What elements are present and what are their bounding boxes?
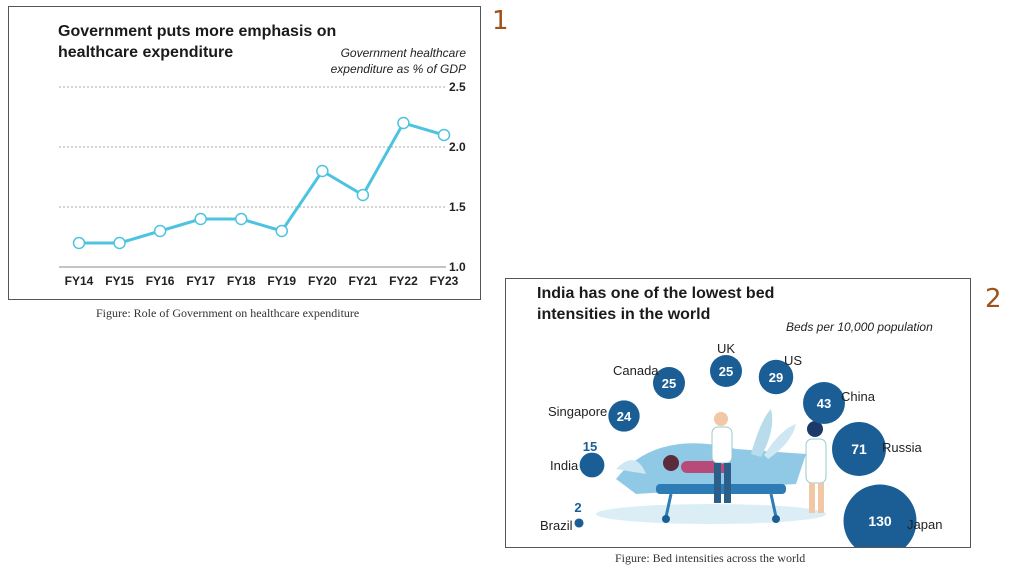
x-tick-label: FY16: [146, 274, 175, 288]
data-point: [72, 236, 86, 250]
y-tick-label: 2.0: [449, 140, 466, 154]
bubble-us: [758, 359, 794, 395]
country-label-china: China: [841, 389, 876, 404]
country-label-us: US: [784, 353, 802, 368]
figure1-caption: Figure: Role of Government on healthcare…: [96, 306, 360, 320]
bubble-canada: [653, 367, 685, 399]
bubble-japan: [843, 484, 917, 547]
bubble-value-us: 29: [769, 370, 783, 385]
country-label-brazil: Brazil: [540, 518, 573, 533]
slide-number-2: 2: [985, 284, 1002, 314]
line-chart-svg: 1.0 1.5 2.0 2.5 FY14 FY15 FY16 FY17 FY18 FY19 FY20…: [59, 80, 466, 288]
healthcare-expenditure-chart: Government puts more emphasis on healthc…: [8, 6, 481, 300]
data-point: [194, 212, 207, 226]
chart-unit-note: Beds per 10,000 population: [786, 320, 933, 334]
bed-intensity-chart: India has one of the lowest bed intensit…: [505, 278, 971, 548]
x-tick-label: FY17: [186, 274, 215, 288]
y-tick-label: 1.5: [449, 200, 466, 214]
bubble-brazil: [574, 518, 584, 528]
bubble-value-brazil: 2: [574, 500, 581, 515]
bubble-value-japan: 130: [868, 513, 892, 529]
data-point: [316, 164, 329, 178]
bubble-uk: [710, 355, 742, 387]
x-tick-label: FY15: [105, 274, 134, 288]
country-label-japan: Japan: [907, 517, 942, 532]
country-label-india: India: [550, 458, 579, 473]
data-point: [113, 236, 126, 250]
y-tick-label: 1.0: [449, 260, 466, 274]
bubble-value-russia: 71: [851, 441, 867, 457]
data-point: [397, 116, 410, 130]
country-label-canada: Canada: [613, 363, 659, 378]
series-line: [79, 121, 445, 245]
data-point: [153, 224, 167, 238]
data-point: [234, 212, 248, 226]
bubble-value-uk: 25: [719, 364, 733, 379]
slide-number-1: 1: [492, 6, 509, 36]
bubble-value-singapore: 24: [617, 409, 632, 424]
bubble-value-india: 15: [583, 439, 597, 454]
bubble-value-canada: 25: [662, 376, 676, 391]
bubble-china: [803, 382, 845, 424]
x-tick-label: FY19: [267, 274, 296, 288]
data-point: [437, 128, 451, 142]
x-tick-label: FY20: [308, 274, 337, 288]
chart-title: India has one of the lowest bed intensit…: [537, 285, 775, 323]
x-tick-label: FY21: [349, 274, 378, 288]
chart-unit-note: Government healthcare expenditure as % o…: [330, 46, 466, 76]
country-label-russia: Russia: [882, 440, 923, 455]
hospital-bed-illustration: [596, 409, 827, 524]
x-tick-label: FY18: [227, 274, 256, 288]
figure2-caption: Figure: Bed intensities across the world: [615, 551, 806, 565]
country-label-uk: UK: [717, 341, 735, 356]
bubble-singapore: [608, 400, 640, 432]
x-tick-label: FY22: [389, 274, 418, 288]
bubble-value-china: 43: [817, 396, 831, 411]
bubble-russia: [832, 422, 886, 476]
country-label-singapore: Singapore: [548, 404, 607, 419]
x-tick-label: FY23: [430, 274, 459, 288]
bubble-india: [579, 452, 605, 478]
data-point: [356, 188, 370, 202]
x-tick-label: FY14: [65, 274, 94, 288]
y-tick-label: 2.5: [449, 80, 466, 94]
chart-title: Government puts more emphasis on healthc…: [58, 23, 337, 61]
data-point: [275, 224, 289, 238]
